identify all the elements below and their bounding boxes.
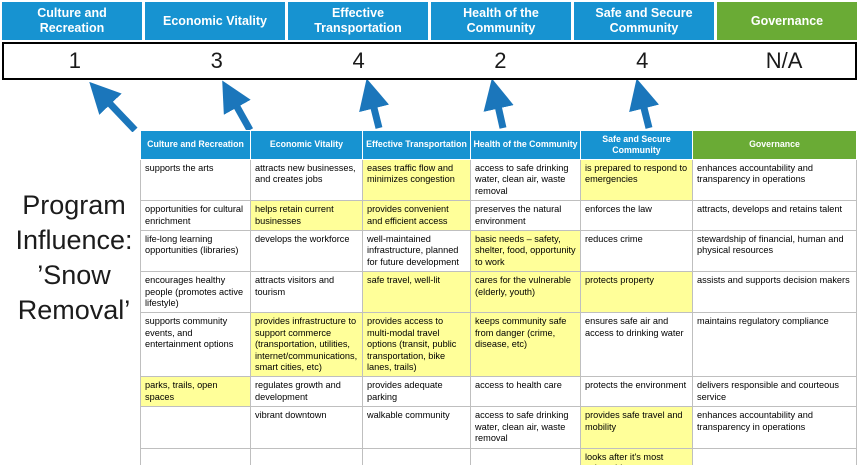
program-influence-line: Influence: (15, 225, 133, 255)
score-value: N/A (765, 48, 803, 73)
program-influence-line: ’Snow (37, 260, 111, 290)
matrix-cell: life-long learning opportunities (librar… (140, 229, 251, 273)
matrix-cell: cares for the vulnerable (elderly, youth… (470, 271, 581, 314)
matrix-cell: keeps community safe from danger (crime,… (470, 312, 581, 378)
matrix-cell: provides access to multi-modal travel op… (362, 312, 471, 378)
matrix-cell: stewardship of financial, human and phys… (692, 229, 857, 273)
matrix-row: vibrant downtown walkable community access… (140, 406, 857, 449)
score-value: 1 (68, 48, 82, 73)
up-arrow-icon (629, 80, 660, 129)
matrix-cell: enhances accountability and transparency… (692, 158, 857, 202)
matrix-cell: attracts, develops and retains talent (692, 200, 857, 231)
matrix-row: encourages healthy people (promotes acti… (140, 271, 857, 314)
matrix-cell (250, 447, 363, 465)
matrix-cell: ensures safe air and access to drinking … (580, 312, 693, 378)
banner-cell: Economic Vitality (145, 2, 285, 40)
program-influence-line: Removal’ (17, 295, 131, 325)
matrix-cell: safe travel, well-lit (362, 271, 471, 314)
matrix-column-header: Economic Vitality (250, 130, 363, 160)
matrix-cell (470, 447, 581, 465)
matrix-cell: is prepared to respond to emergencies (580, 158, 693, 202)
matrix-cell: enforces the law (580, 200, 693, 231)
matrix-cell: vibrant downtown (250, 406, 363, 449)
matrix-cell: regulates growth and development (250, 376, 363, 408)
score-row: 1 3 4 2 4 N/A (2, 42, 857, 80)
matrix-cell: parks, trails, open spaces (140, 376, 251, 408)
matrix-cell: preserves the natural environment (470, 200, 581, 231)
score-value: 4 (352, 48, 365, 73)
up-arrow-icon (359, 80, 390, 129)
matrix-cell: supports community events, and entertain… (140, 312, 251, 378)
matrix-cell: eases traffic flow and minimizes congest… (362, 158, 471, 202)
program-influence-label: Program Influence: ’Snow Removal’ (4, 188, 144, 328)
banner-cell: Health of the Community (431, 2, 571, 40)
banner-cell: Safe and Secure Community (574, 2, 714, 40)
matrix-cell: assists and supports decision makers (692, 271, 857, 314)
banner-cell: Culture and Recreation (2, 2, 142, 40)
score-value: 2 (494, 48, 507, 73)
banner-cell: Governance (717, 2, 857, 40)
matrix-cell: provides infrastructure to support comme… (250, 312, 363, 378)
up-arrow-icon (222, 80, 254, 132)
matrix-cell: attracts visitors and tourism (250, 271, 363, 314)
matrix-cell: access to safe drinking water, clean air… (470, 158, 581, 202)
matrix-cell: access to safe drinking water, clean air… (470, 406, 581, 449)
matrix-cell: attracts new businesses, and creates job… (250, 158, 363, 202)
influence-matrix: Culture and Recreation Economic Vitality E… (140, 130, 857, 465)
matrix-row: looks after it's most vulnerable (140, 447, 857, 465)
matrix-cell: develops the workforce (250, 229, 363, 273)
up-arrow-icon (89, 81, 138, 132)
matrix-cell: maintains regulatory compliance (692, 312, 857, 378)
matrix-cell: supports the arts (140, 158, 251, 202)
matrix-cell: provides convenient and efficient access (362, 200, 471, 231)
matrix-row: supports the arts attracts new businesses… (140, 158, 857, 202)
matrix-cell: provides safe travel and mobility (580, 406, 693, 449)
matrix-cell (140, 406, 251, 449)
matrix-cell: encourages healthy people (promotes acti… (140, 271, 251, 314)
matrix-cell: basic needs – safety, shelter, food, opp… (470, 229, 581, 273)
score-value: 4 (636, 48, 649, 73)
arrows-group (89, 80, 660, 132)
matrix-cell (362, 447, 471, 465)
matrix-cell: protects property (580, 271, 693, 314)
matrix-cell: reduces crime (580, 229, 693, 273)
matrix-cell: looks after it's most vulnerable (580, 447, 693, 465)
matrix-row: life-long learning opportunities (librar… (140, 229, 857, 273)
matrix-row: parks, trails, open spaces regulates grow… (140, 376, 857, 408)
banner-cell: Effective Transportation (288, 2, 428, 40)
matrix-row: supports community events, and entertain… (140, 312, 857, 378)
matrix-column-header: Safe and Secure Community (580, 130, 693, 160)
matrix-column-header: Culture and Recreation (140, 130, 251, 160)
matrix-cell (692, 447, 857, 465)
matrix-cell: helps retain current businesses (250, 200, 363, 231)
program-influence-line: Program (22, 190, 126, 220)
matrix-column-header: Governance (692, 130, 857, 160)
up-arrow-icon (483, 80, 514, 129)
matrix-column-header: Effective Transportation (362, 130, 471, 160)
matrix-cell (140, 447, 251, 465)
matrix-cell: protects the environment (580, 376, 693, 408)
score-value: 3 (210, 48, 223, 73)
matrix-row: opportunities for cultural enrichment hel… (140, 200, 857, 231)
matrix-cell: enhances accountability and transparency… (692, 406, 857, 449)
matrix-cell: walkable community (362, 406, 471, 449)
matrix-cell: provides adequate parking (362, 376, 471, 408)
performance-banner-row: Culture and Recreation Economic Vitality E… (2, 2, 857, 40)
matrix-column-header: Health of the Community (470, 130, 581, 160)
matrix-cell: access to health care (470, 376, 581, 408)
matrix-cell: well-maintained infrastructure, planned … (362, 229, 471, 273)
matrix-cell: delivers responsible and courteous servi… (692, 376, 857, 408)
matrix-cell: opportunities for cultural enrichment (140, 200, 251, 231)
